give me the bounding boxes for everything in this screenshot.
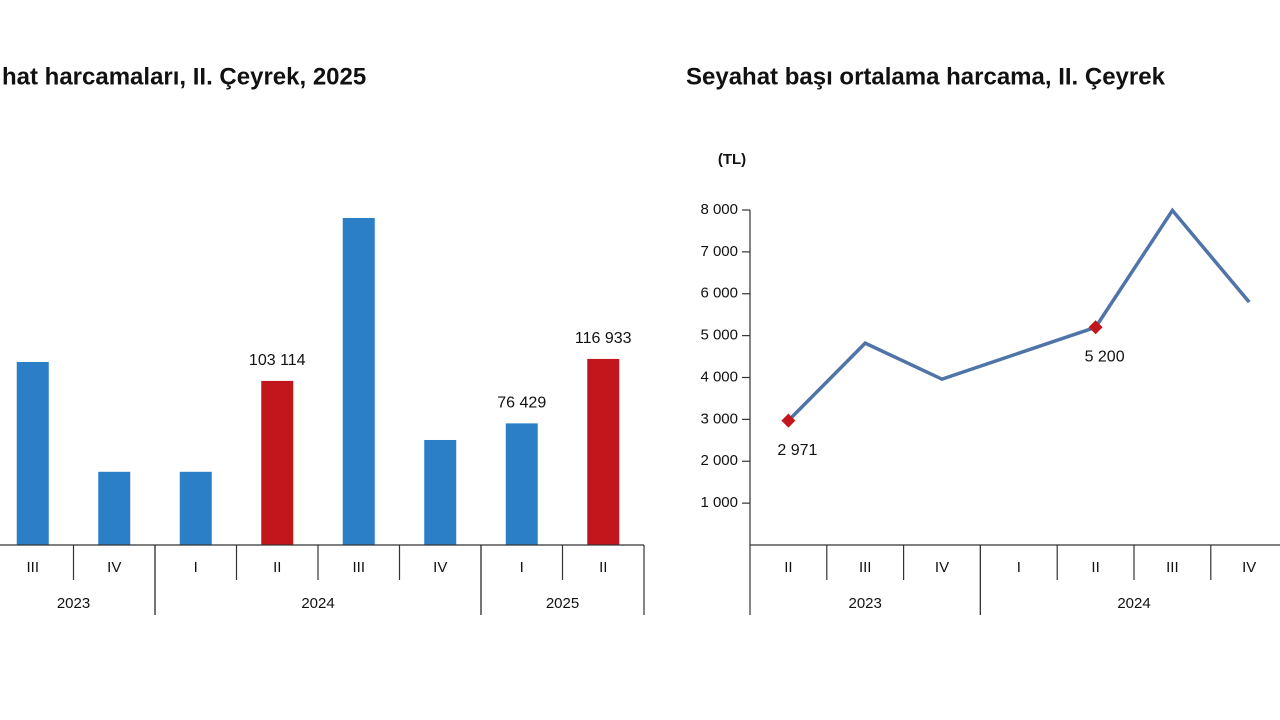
data-label: 76 429 <box>497 395 546 412</box>
x-tick-label: II <box>1091 559 1099 576</box>
y-tick-label: 2 000 <box>700 452 738 469</box>
y-tick-label: 6 000 <box>700 285 738 302</box>
bar <box>98 471 131 545</box>
chart-title: hat harcamaları, II. Çeyrek, 2025 <box>2 63 366 90</box>
group-label: 2024 <box>1117 595 1150 612</box>
data-label: 2 971 <box>777 442 817 459</box>
y-tick-label: 1 000 <box>700 494 738 511</box>
bar <box>587 358 620 545</box>
bar <box>261 380 294 545</box>
x-tick-label: I <box>520 559 524 576</box>
marker <box>1088 320 1103 335</box>
bar <box>179 471 212 545</box>
bar <box>16 362 49 545</box>
y-tick-label: 4 000 <box>700 368 738 385</box>
group-label: 2023 <box>849 595 882 612</box>
x-tick-label: III <box>859 559 872 576</box>
data-label: 103 114 <box>249 352 306 369</box>
x-tick-label: IV <box>433 559 447 576</box>
bar <box>424 439 457 545</box>
data-label: 5 200 <box>1085 348 1125 365</box>
y-tick-label: 7 000 <box>700 243 738 260</box>
y-unit: (TL) <box>718 151 746 168</box>
x-tick-label: III <box>26 559 39 576</box>
bar <box>342 218 375 545</box>
group-label: 2023 <box>57 595 90 612</box>
x-tick-label: I <box>194 559 198 576</box>
x-tick-label: II <box>784 559 792 576</box>
x-tick-label: II <box>273 559 281 576</box>
y-tick-label: 3 000 <box>700 410 738 427</box>
x-tick-label: III <box>1166 559 1179 576</box>
data-label: 116 933 <box>575 330 632 347</box>
y-tick-label: 5 000 <box>700 327 738 344</box>
x-tick-label: II <box>599 559 607 576</box>
x-tick-label: IV <box>1242 559 1256 576</box>
x-tick-label: IV <box>107 559 121 576</box>
y-tick-label: 8 000 <box>700 201 738 218</box>
marker <box>781 413 796 428</box>
group-label: 2025 <box>546 595 579 612</box>
line <box>787 207 1251 422</box>
x-tick-label: III <box>352 559 365 576</box>
x-tick-label: I <box>1017 559 1021 576</box>
x-tick-label: IV <box>935 559 949 576</box>
bar <box>505 423 538 545</box>
chart-title: Seyahat başı ortalama harcama, II. Çeyre… <box>686 63 1166 90</box>
group-label: 2024 <box>301 595 334 612</box>
